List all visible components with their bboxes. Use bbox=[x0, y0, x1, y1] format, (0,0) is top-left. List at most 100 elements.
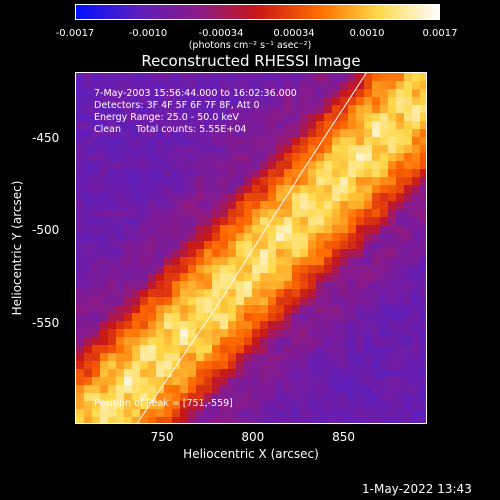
heatmap-cell bbox=[308, 177, 317, 186]
heatmap-cell bbox=[268, 329, 277, 338]
heatmap-cell bbox=[180, 281, 189, 290]
heatmap-cell bbox=[148, 337, 157, 346]
heatmap-cell bbox=[372, 97, 381, 106]
heatmap-cell bbox=[356, 193, 365, 202]
heatmap-cell bbox=[340, 185, 349, 194]
heatmap-cell bbox=[332, 225, 341, 234]
heatmap-cell bbox=[204, 329, 213, 338]
heatmap-cell bbox=[316, 385, 325, 394]
heatmap-cell bbox=[180, 321, 189, 330]
heatmap-cell bbox=[92, 297, 101, 306]
heatmap-cell bbox=[396, 273, 405, 282]
heatmap-cell bbox=[188, 81, 197, 90]
heatmap-cell bbox=[316, 113, 325, 122]
heatmap-cell bbox=[76, 297, 85, 306]
heatmap-cell bbox=[372, 113, 381, 122]
heatmap-cell bbox=[300, 73, 309, 82]
heatmap-cell bbox=[124, 145, 133, 154]
heatmap-cell bbox=[372, 393, 381, 402]
heatmap-cell bbox=[228, 81, 237, 90]
heatmap-cell bbox=[396, 129, 405, 138]
heatmap-cell bbox=[228, 105, 237, 114]
heatmap-cell bbox=[108, 369, 117, 378]
heatmap-cell bbox=[268, 89, 277, 98]
heatmap-cell bbox=[244, 385, 253, 394]
heatmap-cell bbox=[100, 217, 109, 226]
heatmap-cell bbox=[340, 265, 349, 274]
heatmap-cell bbox=[324, 361, 333, 370]
heatmap-cell bbox=[284, 137, 293, 146]
heatmap-cell bbox=[396, 225, 405, 234]
heatmap-cell bbox=[276, 353, 285, 362]
heatmap-cell bbox=[300, 137, 309, 146]
heatmap-cell bbox=[340, 257, 349, 266]
heatmap-cell bbox=[292, 81, 301, 90]
heatmap-cell bbox=[100, 137, 109, 146]
heatmap-cell bbox=[164, 265, 173, 274]
heatmap-cell bbox=[372, 281, 381, 290]
heatmap-cell bbox=[164, 353, 173, 362]
heatmap-cell bbox=[84, 401, 93, 410]
heatmap-cell bbox=[124, 201, 133, 210]
heatmap-cell bbox=[92, 361, 101, 370]
heatmap-cell bbox=[92, 81, 101, 90]
heatmap-cell bbox=[228, 353, 237, 362]
heatmap-cell bbox=[388, 353, 397, 362]
heatmap-cell bbox=[348, 209, 357, 218]
heatmap-cell bbox=[92, 89, 101, 98]
heatmap-cell bbox=[76, 161, 85, 170]
heatmap-cell bbox=[292, 201, 301, 210]
heatmap-cell bbox=[284, 169, 293, 178]
heatmap-cell bbox=[252, 217, 261, 226]
heatmap-cell bbox=[244, 417, 253, 423]
heatmap-cell bbox=[76, 401, 85, 410]
heatmap-cell bbox=[100, 345, 109, 354]
heatmap-cell bbox=[268, 401, 277, 410]
heatmap-cell bbox=[164, 177, 173, 186]
y-axis-label: Heliocentric Y (arcsec) bbox=[10, 180, 24, 316]
heatmap-cell bbox=[228, 153, 237, 162]
heatmap-cell bbox=[100, 313, 109, 322]
heatmap-cell bbox=[308, 113, 317, 122]
heatmap-cell bbox=[172, 89, 181, 98]
heatmap-cell bbox=[100, 129, 109, 138]
heatmap-cell bbox=[212, 329, 221, 338]
heatmap-cell bbox=[316, 257, 325, 266]
heatmap-cell bbox=[268, 281, 277, 290]
heatmap-cell bbox=[132, 305, 141, 314]
heatmap-cell bbox=[108, 97, 117, 106]
heatmap-cell bbox=[172, 217, 181, 226]
heatmap-cell bbox=[132, 313, 141, 322]
heatmap-cell bbox=[308, 233, 317, 242]
heatmap-cell bbox=[172, 289, 181, 298]
heatmap-cell bbox=[236, 361, 245, 370]
heatmap-cell bbox=[228, 89, 237, 98]
heatmap-cell bbox=[388, 225, 397, 234]
heatmap-cell bbox=[308, 225, 317, 234]
y-tick-label: -450 bbox=[32, 131, 60, 146]
heatmap-cell bbox=[300, 105, 309, 114]
heatmap-cell bbox=[212, 417, 221, 423]
heatmap-cell bbox=[140, 329, 149, 338]
heatmap-cell bbox=[116, 393, 125, 402]
heatmap-cell bbox=[268, 121, 277, 130]
heatmap-cell bbox=[108, 361, 117, 370]
heatmap-cell bbox=[100, 121, 109, 130]
heatmap-cell bbox=[252, 225, 261, 234]
heatmap-cell bbox=[244, 201, 253, 210]
heatmap-cell bbox=[204, 137, 213, 146]
heatmap-cell bbox=[84, 81, 93, 90]
heatmap-cell bbox=[348, 297, 357, 306]
heatmap-cell bbox=[196, 273, 205, 282]
heatmap-cell bbox=[76, 81, 85, 90]
heatmap-cell bbox=[116, 273, 125, 282]
heatmap-cell bbox=[220, 193, 229, 202]
heatmap-cell bbox=[284, 401, 293, 410]
heatmap-cell bbox=[236, 201, 245, 210]
heatmap-cell bbox=[364, 313, 373, 322]
heatmap-cell bbox=[236, 209, 245, 218]
heatmap-cell bbox=[236, 289, 245, 298]
heatmap-cell bbox=[380, 121, 389, 130]
heatmap-cell bbox=[260, 337, 269, 346]
heatmap-cell bbox=[292, 113, 301, 122]
